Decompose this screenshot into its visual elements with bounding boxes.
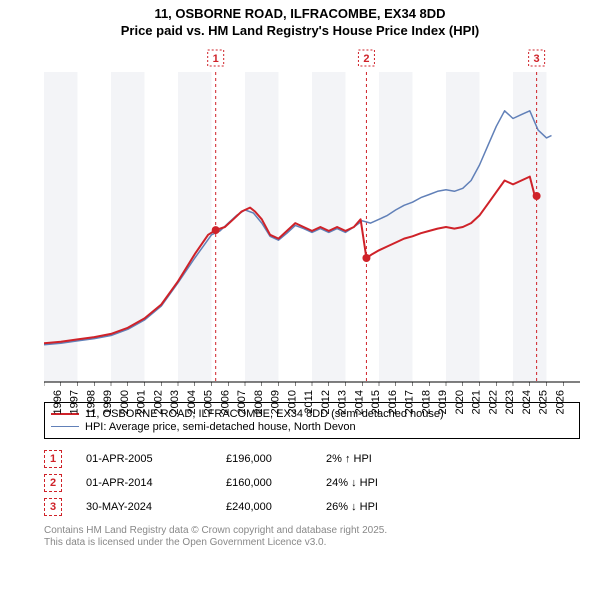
event-row: 2 01-APR-2014 £160,000 24% ↓ HPI — [44, 471, 580, 495]
svg-text:2020: 2020 — [454, 390, 466, 414]
event-date: 01-APR-2005 — [86, 453, 226, 465]
chart-area: £0£50K£100K£150K£200K£250K£300K£350K£400… — [44, 48, 592, 398]
svg-text:1999: 1999 — [102, 390, 114, 414]
svg-text:2014: 2014 — [353, 390, 365, 414]
svg-text:2013: 2013 — [337, 390, 349, 414]
events-table: 1 01-APR-2005 £196,000 2% ↑ HPI 2 01-APR… — [44, 447, 580, 519]
svg-text:2007: 2007 — [236, 390, 248, 414]
svg-text:2009: 2009 — [270, 390, 282, 414]
svg-text:2025: 2025 — [538, 390, 550, 414]
footer-note: Contains HM Land Registry data © Crown c… — [44, 525, 580, 549]
svg-text:2002: 2002 — [152, 390, 164, 414]
svg-text:2012: 2012 — [320, 390, 332, 414]
svg-text:2004: 2004 — [186, 390, 198, 414]
svg-text:2026: 2026 — [554, 390, 566, 414]
title-line-2: Price paid vs. HM Land Registry's House … — [0, 23, 600, 40]
svg-text:2016: 2016 — [387, 390, 399, 414]
svg-text:2015: 2015 — [370, 390, 382, 414]
svg-text:2018: 2018 — [420, 390, 432, 414]
event-date: 30-MAY-2024 — [86, 501, 226, 513]
event-price: £196,000 — [226, 453, 326, 465]
title-line-1: 11, OSBORNE ROAD, ILFRACOMBE, EX34 8DD — [0, 6, 600, 23]
svg-text:2024: 2024 — [521, 390, 533, 414]
event-pct: 24% ↓ HPI — [326, 477, 426, 489]
footer-line-1: Contains HM Land Registry data © Crown c… — [44, 525, 580, 537]
chart-title: 11, OSBORNE ROAD, ILFRACOMBE, EX34 8DD P… — [0, 0, 600, 40]
svg-text:2: 2 — [363, 53, 369, 65]
svg-text:2017: 2017 — [404, 390, 416, 414]
svg-text:2006: 2006 — [219, 390, 231, 414]
svg-text:2001: 2001 — [136, 390, 148, 414]
svg-text:1995: 1995 — [44, 390, 47, 414]
svg-text:2008: 2008 — [253, 390, 265, 414]
event-marker-2: 2 — [44, 474, 62, 492]
svg-text:2003: 2003 — [169, 390, 181, 414]
svg-text:2021: 2021 — [471, 390, 483, 414]
svg-text:1996: 1996 — [52, 390, 64, 414]
svg-text:2019: 2019 — [437, 390, 449, 414]
event-row: 3 30-MAY-2024 £240,000 26% ↓ HPI — [44, 495, 580, 519]
svg-text:2011: 2011 — [303, 390, 315, 414]
event-row: 1 01-APR-2005 £196,000 2% ↑ HPI — [44, 447, 580, 471]
event-marker-1: 1 — [44, 450, 62, 468]
svg-text:1997: 1997 — [69, 390, 81, 414]
svg-text:2005: 2005 — [203, 390, 215, 414]
svg-text:2000: 2000 — [119, 390, 131, 414]
event-pct: 26% ↓ HPI — [326, 501, 426, 513]
event-date: 01-APR-2014 — [86, 477, 226, 489]
event-pct: 2% ↑ HPI — [326, 453, 426, 465]
svg-text:2022: 2022 — [487, 390, 499, 414]
event-price: £240,000 — [226, 501, 326, 513]
footer-line-2: This data is licensed under the Open Gov… — [44, 537, 580, 549]
svg-text:3: 3 — [534, 53, 540, 65]
event-price: £160,000 — [226, 477, 326, 489]
chart-svg: £0£50K£100K£150K£200K£250K£300K£350K£400… — [44, 48, 592, 428]
svg-text:1: 1 — [213, 53, 219, 65]
svg-text:2023: 2023 — [504, 390, 516, 414]
svg-text:1998: 1998 — [85, 390, 97, 414]
event-marker-3: 3 — [44, 498, 62, 516]
svg-text:2010: 2010 — [286, 390, 298, 414]
